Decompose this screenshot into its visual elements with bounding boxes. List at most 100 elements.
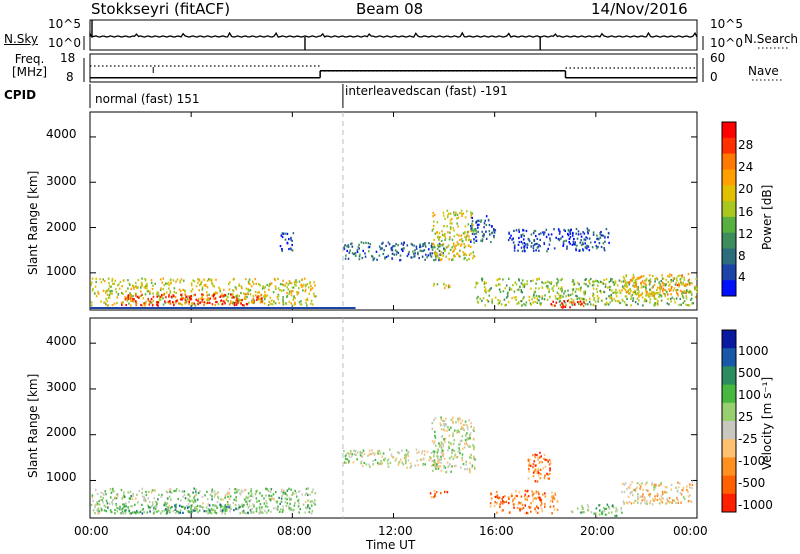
velocity-cell-0-205 <box>255 497 258 500</box>
velocity-cell-0-459 <box>245 495 248 498</box>
power-cell-0-133 <box>208 298 210 301</box>
power-cell-0-216 <box>306 283 309 286</box>
power-cell-0-519 <box>264 290 266 294</box>
power-cell-7-70 <box>616 291 619 294</box>
power-cell-7-313 <box>500 303 503 306</box>
power-cell-10-155 <box>532 247 535 250</box>
velocity-cell-4-94 <box>551 500 554 503</box>
velocity-cell-7-141 <box>348 452 350 456</box>
power-cell-0-199 <box>247 280 250 283</box>
velocity-cell-2-203 <box>473 457 475 460</box>
velocity-cell-6-53 <box>689 494 691 497</box>
velocity-cell-0-228 <box>304 493 307 496</box>
power-cell-0-372 <box>108 287 110 290</box>
velocity-cell-0-417 <box>311 500 313 503</box>
power-cell-0-344 <box>163 284 166 287</box>
power-cell-0-157 <box>108 294 111 297</box>
velocity-cell-8-7 <box>528 467 530 471</box>
velocity-cell-0-488 <box>216 500 219 504</box>
velocity-cell-4-47 <box>526 512 529 515</box>
power-cell-3-68 <box>362 241 365 245</box>
power-cell-10-85 <box>518 241 521 244</box>
power-cell-4-91 <box>472 254 475 257</box>
power-cell-0-343 <box>115 288 117 291</box>
power-cell-10-198 <box>539 238 541 241</box>
velocity-cell-6-15 <box>689 486 691 489</box>
power-cell-0-97 <box>249 293 252 296</box>
power-cell-7-200 <box>580 297 583 300</box>
power-cell-5-7 <box>445 284 447 287</box>
velocity-cell-6-125 <box>654 483 656 486</box>
velocity-cell-0-247 <box>97 512 99 515</box>
velocity-cell-4-64 <box>535 505 538 508</box>
velocity-cb-tick-1000: 1000 <box>738 344 769 358</box>
power-cell-0-367 <box>179 302 182 305</box>
power-cell-10-36 <box>560 237 562 240</box>
power-cell-3-108 <box>397 251 400 254</box>
power-cell-4-57 <box>444 233 446 236</box>
velocity-cell-1-34 <box>196 504 199 507</box>
power-cell-7-358 <box>649 288 651 291</box>
power-cell-7-478 <box>497 302 500 305</box>
velocity-cell-2-202 <box>445 470 448 473</box>
power-cell-7-429 <box>617 300 619 303</box>
power-cell-3-46 <box>385 244 387 248</box>
velocity-cell-2-129 <box>462 462 465 466</box>
velocity-cb-swatch-6 <box>722 439 736 458</box>
velocity-cell-3-0 <box>433 489 436 492</box>
velocity-cell-0-308 <box>297 499 299 502</box>
velocity-cell-5-31 <box>611 511 613 514</box>
power-cell-7-456 <box>523 296 525 299</box>
velocity-cell-8-59 <box>535 471 538 474</box>
velocity-cell-0-2 <box>272 493 275 496</box>
power-cell-3-27 <box>431 252 434 255</box>
velocity-cell-7-26 <box>442 453 445 456</box>
power-cell-0-319 <box>100 300 102 303</box>
power-cell-10-160 <box>568 229 570 233</box>
velocity-cell-2-91 <box>448 457 451 460</box>
power-cell-9-102 <box>642 275 645 278</box>
power-cell-7-242 <box>485 281 487 284</box>
velocity-cell-0-215 <box>266 502 268 505</box>
velocity-cell-0-426 <box>166 502 169 505</box>
power-cell-4-41 <box>471 222 473 225</box>
cpid-label: CPID <box>4 88 37 102</box>
xtick-4: 16:00 <box>479 524 514 538</box>
velocity-cell-7-152 <box>367 454 369 457</box>
velocity-cell-0-64 <box>194 490 197 493</box>
velocity-cell-6-129 <box>690 500 693 503</box>
velocity-cell-7-147 <box>405 453 407 456</box>
velocity-cell-2-133 <box>465 441 468 444</box>
power-cell-10-75 <box>553 228 555 231</box>
velocity-cell-2-82 <box>468 445 470 448</box>
power-cell-0-153 <box>105 297 107 301</box>
power-cell-7-416 <box>605 301 608 304</box>
velocity-cell-6-90 <box>626 487 628 491</box>
velocity-cell-5-13 <box>612 506 615 509</box>
freq-tick-high: 18 <box>60 51 76 65</box>
power-cell-1-1 <box>237 301 239 304</box>
power-cell-9-119 <box>662 292 665 295</box>
velocity-cell-1-49 <box>167 509 169 512</box>
velocity-cell-2-198 <box>468 419 471 422</box>
power-cell-1-123 <box>135 294 137 297</box>
power-cell-3-33 <box>345 254 347 257</box>
velocity-cell-0-69 <box>141 491 143 495</box>
power-cell-7-374 <box>560 288 562 291</box>
velocity-cell-1-76 <box>177 510 180 514</box>
power-cell-3-60 <box>358 258 361 261</box>
power-cell-4-123 <box>461 240 464 243</box>
velocity-cell-2-69 <box>437 467 440 470</box>
velocity-cell-2-142 <box>432 460 435 463</box>
power-cell-0-261 <box>279 289 281 292</box>
velocity-cell-2-159 <box>443 438 445 441</box>
velocity-cell-0-99 <box>97 507 100 510</box>
power-cb-swatch-8 <box>722 248 736 265</box>
velocity-cell-6-131 <box>636 498 639 501</box>
power-cell-7-212 <box>561 290 563 293</box>
velocity-cell-5-42 <box>581 505 583 508</box>
power-cell-4-113 <box>453 214 456 217</box>
velocity-cell-2-161 <box>461 453 464 456</box>
power-cell-9-45 <box>657 286 659 289</box>
velocity-cell-4-73 <box>524 489 527 492</box>
